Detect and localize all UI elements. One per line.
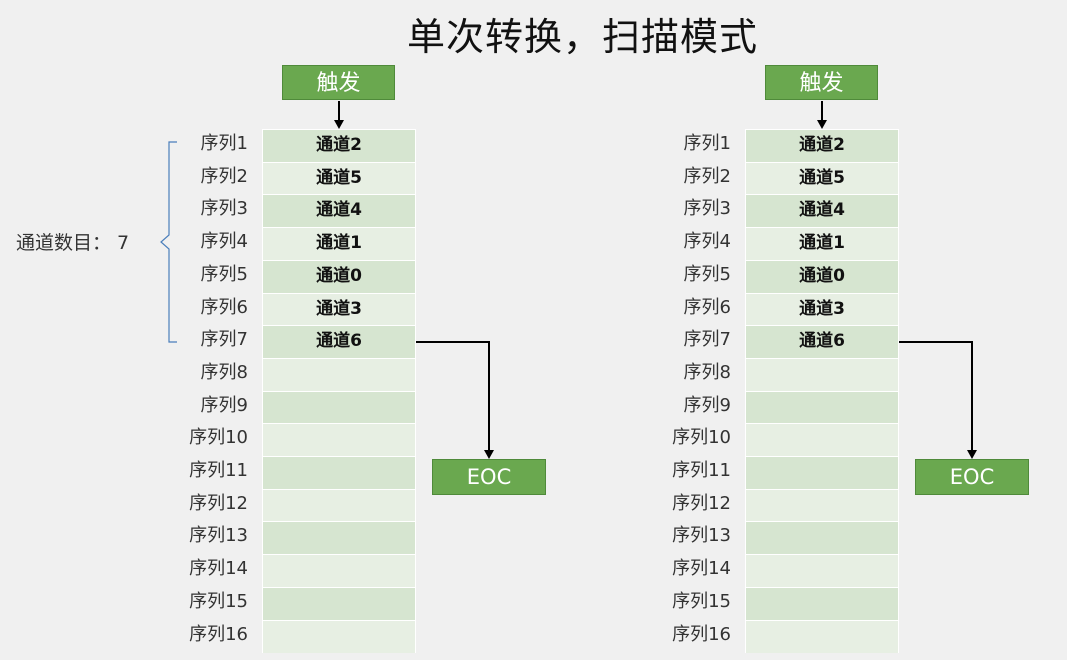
sequence-label: 序列7: [200, 329, 248, 351]
sequence-cell: [745, 390, 899, 424]
sequence-label: 序列5: [200, 263, 248, 285]
sequence-cell: [262, 619, 416, 653]
sequence-label: 序列13: [189, 525, 248, 547]
sequence-cell: [745, 456, 899, 490]
sequence-label: 序列7: [683, 329, 731, 351]
sequence-cell: 通道6: [745, 325, 899, 359]
sequence-cell: 通道1: [262, 227, 416, 261]
sequence-cell: [262, 423, 416, 457]
sequence-label: 序列2: [683, 165, 731, 187]
sequence-cell: 通道2: [262, 129, 416, 163]
arrow-head-left-eoc: [484, 450, 494, 459]
sequence-label: 序列10: [672, 427, 731, 449]
sequence-label: 序列8: [200, 361, 248, 383]
sequence-cell: [745, 357, 899, 392]
sequence-label: 序列1: [683, 133, 731, 154]
sequence-cell: [745, 619, 899, 653]
sequence-cell: [745, 521, 899, 555]
page-title: 单次转换，扫描模式: [406, 15, 758, 59]
sequence-cell: [262, 554, 416, 588]
sequence-label: 序列6: [683, 296, 731, 318]
sequence-label: 序列9: [200, 394, 248, 416]
sequence-cell: 通道5: [745, 161, 899, 195]
trigger-box: 触发: [282, 65, 395, 100]
arrow-head-right-eoc: [967, 450, 977, 459]
sequence-label: 序列4: [200, 231, 248, 253]
sequence-cell: [745, 423, 899, 457]
sequence-label: 序列3: [200, 198, 248, 220]
sequence-cell: [262, 521, 416, 555]
sequence-cell: [262, 357, 416, 392]
sequence-label: 序列13: [672, 525, 731, 547]
channel-count-label: 通道数目： 7: [16, 232, 130, 254]
sequence-cell: [745, 554, 899, 588]
sequence-label: 序列14: [189, 558, 248, 580]
sequence-cell: 通道0: [262, 259, 416, 293]
sequence-label: 序列3: [683, 198, 731, 220]
sequence-cell: [262, 488, 416, 522]
sequence-cell: 通道5: [262, 161, 416, 195]
eoc-box: EOC: [432, 459, 546, 495]
sequence-cell: 通道4: [745, 194, 899, 228]
sequence-label: 序列16: [189, 623, 248, 645]
sequence-label: 序列5: [683, 263, 731, 285]
arrow-head-right-trigger: [817, 120, 827, 129]
sequence-label: 序列12: [189, 492, 248, 514]
sequence-cell: 通道3: [745, 292, 899, 326]
eoc-box: EOC: [915, 459, 1029, 495]
sequence-cell: 通道6: [262, 325, 416, 359]
sequence-label: 序列11: [672, 460, 731, 481]
sequence-cell: [262, 586, 416, 620]
sequence-label: 序列11: [189, 460, 248, 481]
sequence-cell: [262, 390, 416, 424]
sequence-label: 序列6: [200, 296, 248, 318]
sequence-cell: [262, 456, 416, 490]
sequence-label: 序列8: [683, 361, 731, 383]
arrow-head-left-trigger: [334, 120, 344, 129]
sequence-label: 序列10: [189, 427, 248, 449]
sequence-label: 序列1: [200, 133, 248, 154]
sequence-label: 序列4: [683, 231, 731, 253]
sequence-cell: [745, 586, 899, 620]
sequence-cell: [745, 488, 899, 522]
sequence-cell: 通道4: [262, 194, 416, 228]
sequence-cell: 通道1: [745, 227, 899, 261]
sequence-label: 序列16: [672, 623, 731, 645]
sequence-label: 序列15: [189, 590, 248, 612]
sequence-cell: 通道0: [745, 259, 899, 293]
sequence-label: 序列2: [200, 165, 248, 187]
sequence-label: 序列12: [672, 492, 731, 514]
sequence-label: 序列9: [683, 394, 731, 416]
sequence-cell: 通道2: [745, 129, 899, 163]
sequence-label: 序列15: [672, 590, 731, 612]
bracket-brace: [160, 141, 177, 343]
sequence-label: 序列14: [672, 558, 731, 580]
trigger-box: 触发: [765, 65, 878, 100]
sequence-cell: 通道3: [262, 292, 416, 326]
